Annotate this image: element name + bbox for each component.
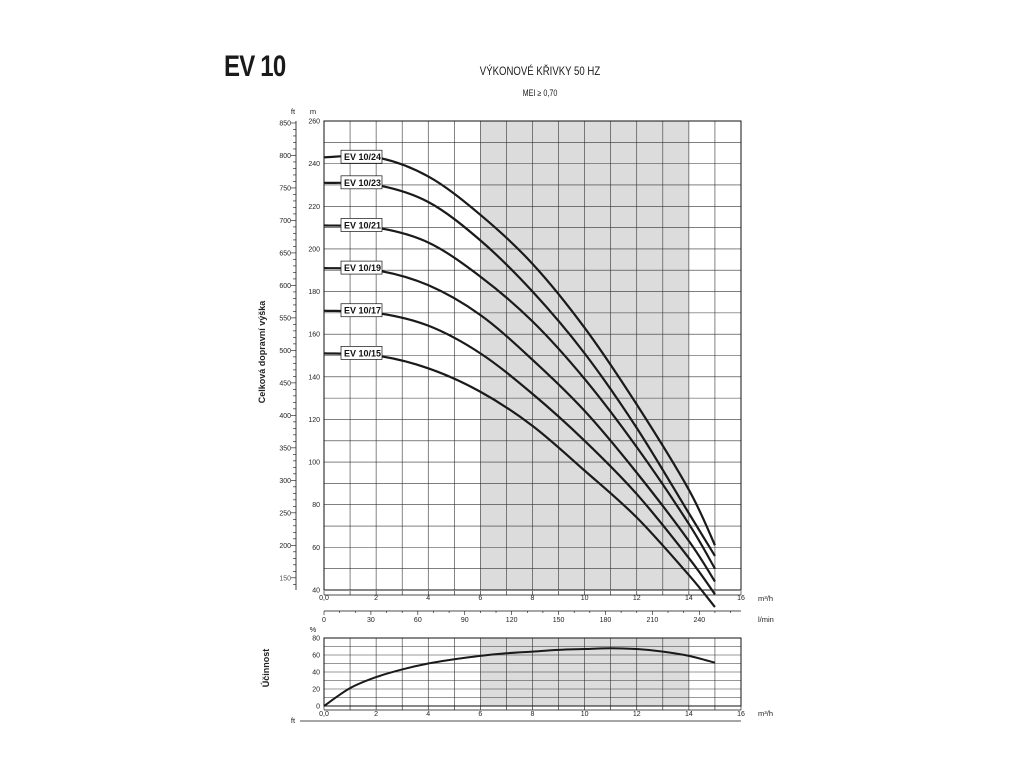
curve-ev-10-19 — [323, 266, 716, 583]
eff-y-tick-label: 40 — [312, 670, 320, 677]
lmin-tick-label: 30 — [367, 617, 375, 624]
curve-ev-10-17 — [323, 309, 716, 595]
lmin-tick-label: 210 — [647, 617, 659, 624]
curve-ev-10-21 — [323, 224, 716, 570]
x-tick-label: 2 — [374, 595, 378, 602]
y-unit-ft: ft — [291, 107, 296, 116]
eff-x-tick-label: 12 — [633, 711, 641, 718]
y-tick-label-m: 160 — [308, 332, 320, 339]
y-tick-label-m: 80 — [312, 502, 320, 509]
ft-tick-label: 800 — [279, 153, 291, 160]
y-tick-label-m: 180 — [308, 289, 320, 296]
ft-tick-label: 600 — [279, 283, 291, 290]
chart-title: VÝKONOVÉ KŘIVKY 50 HZ — [479, 64, 601, 78]
y-tick-label-m: 40 — [312, 588, 320, 595]
y-tick-label-m: 220 — [308, 204, 320, 211]
curve-label: EV 10/17 — [344, 306, 381, 316]
lmin-tick-label: 0 — [322, 617, 326, 624]
x-tick-label: 14 — [685, 595, 693, 602]
ft-tick-label: 550 — [279, 315, 291, 322]
curve-label: EV 10/24 — [344, 152, 381, 162]
eff-ft-unit: ft — [291, 716, 296, 725]
x-tick-label: 16 — [737, 595, 745, 602]
curve-label-box — [340, 218, 383, 232]
eff-y-tick-label: 20 — [312, 687, 320, 694]
eff-y-tick-label: 0 — [316, 704, 320, 711]
lmin-tick-label: 180 — [600, 617, 612, 624]
ft-tick-label: 300 — [279, 478, 291, 485]
ft-tick-label: 650 — [279, 250, 291, 257]
eff-x-tick-label: 2 — [374, 711, 378, 718]
curve-label-box — [340, 346, 383, 360]
x-unit: m³/h — [758, 594, 773, 603]
ft-tick-label: 150 — [279, 575, 291, 582]
ft-tick-label: 750 — [279, 185, 291, 192]
ft-tick-label: 700 — [279, 218, 291, 225]
ft-tick-label: 850 — [279, 120, 291, 127]
x-tick-label: 6 — [478, 595, 482, 602]
x-tick-label: 0,0 — [319, 595, 329, 602]
eff-x-tick-label: 0,0 — [319, 711, 329, 718]
y-tick-label-m: 240 — [308, 161, 320, 168]
eff-y-axis-label: Účinnost — [260, 649, 271, 688]
x-tick-label: 8 — [531, 595, 535, 602]
curve-label-box — [340, 260, 383, 275]
y-tick-label-m: 260 — [308, 119, 320, 126]
lmin-tick-label: 240 — [693, 617, 705, 624]
y-tick-label-m: 100 — [308, 460, 320, 467]
ft-tick-label: 400 — [279, 413, 291, 420]
lmin-tick-label: 120 — [506, 617, 518, 624]
eff-y-tick-label: 60 — [312, 653, 320, 660]
y-tick-label-m: 120 — [308, 417, 320, 424]
chart-subtitle: MEI ≥ 0,70 — [522, 88, 558, 98]
lmin-tick-label: 90 — [461, 617, 469, 624]
x-tick-label: 10 — [581, 595, 589, 602]
lmin-unit: l/min — [758, 615, 774, 624]
x-tick-label: 12 — [633, 595, 641, 602]
efficiency-curve — [323, 647, 716, 707]
curve-label: EV 10/23 — [344, 178, 381, 188]
eff-x-tick-label: 14 — [685, 711, 693, 718]
eff-x-tick-label: 16 — [737, 711, 745, 718]
curve-label-box — [340, 175, 383, 190]
y-axis-label: Celková dopravní výška — [257, 300, 267, 404]
curve-label: EV 10/19 — [344, 263, 381, 273]
y-tick-label-m: 140 — [308, 374, 320, 381]
eff-y-tick-label: 80 — [312, 636, 320, 643]
y-unit-m: m — [310, 107, 316, 116]
lmin-tick-label: 60 — [414, 617, 422, 624]
curve-label: EV 10/21 — [344, 220, 381, 230]
eff-x-unit: m³/h — [758, 709, 773, 718]
ft-tick-label: 250 — [279, 510, 291, 517]
curve-ev-10-24 — [323, 154, 716, 546]
curve-label-box — [340, 303, 383, 318]
eff-x-tick-label: 10 — [581, 711, 589, 718]
eff-x-tick-label: 6 — [478, 711, 482, 718]
x-tick-label: 4 — [426, 595, 430, 602]
curve-label: EV 10/15 — [344, 348, 381, 358]
ft-tick-label: 450 — [279, 380, 291, 387]
ft-tick-label: 350 — [279, 445, 291, 452]
model-title: EV 10 — [224, 50, 286, 83]
lmin-tick-label: 150 — [553, 617, 565, 624]
y-tick-label-m: 60 — [312, 545, 320, 552]
ft-tick-label: 500 — [279, 348, 291, 355]
curve-ev-10-23 — [323, 181, 716, 557]
ft-tick-label: 200 — [279, 543, 291, 550]
curve-ev-10-15 — [323, 352, 716, 608]
y-tick-label-m: 200 — [308, 246, 320, 253]
eff-y-unit: % — [310, 625, 317, 634]
eff-x-tick-label: 8 — [531, 711, 535, 718]
curve-label-box — [340, 149, 383, 164]
eff-x-tick-label: 4 — [426, 711, 430, 718]
plot-frame — [323, 120, 742, 591]
